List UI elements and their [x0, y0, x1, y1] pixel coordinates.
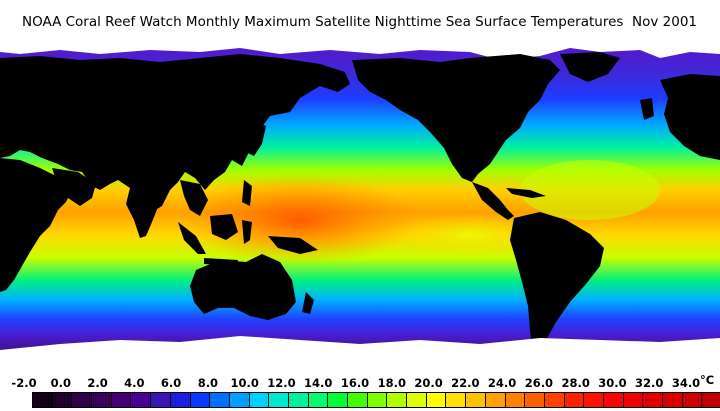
colorbar-tick-label: 22.0	[451, 376, 480, 390]
arabia-land	[52, 168, 96, 206]
colorbar-swatch	[269, 393, 289, 407]
borneo-land	[210, 214, 238, 240]
colorbar-swatch	[131, 393, 152, 407]
africa-land	[0, 158, 72, 292]
colorbar-swatch	[584, 393, 604, 407]
warm-pool	[180, 175, 420, 265]
colorbar-swatch	[367, 393, 388, 407]
colorbar-swatch	[92, 393, 112, 407]
colorbar-tick-label: 26.0	[524, 376, 554, 390]
colorbar-tick-label: 34.0	[671, 376, 701, 390]
britain-land	[640, 98, 654, 120]
colorbar-swatch	[151, 393, 171, 407]
colorbar-swatch	[702, 393, 720, 407]
indochina-land	[180, 180, 208, 216]
colorbar-tick-label: 30.0	[598, 376, 627, 390]
colorbar-swatch	[643, 393, 663, 407]
colorbar-swatch	[603, 393, 624, 407]
colorbar-swatch	[308, 393, 329, 407]
colorbar-tick-label: 10.0	[230, 376, 259, 390]
colorbar-swatch	[505, 393, 526, 407]
eurasia-land	[0, 54, 350, 212]
colorbar-swatch	[210, 393, 230, 407]
colorbar-swatch	[446, 393, 467, 407]
colorbar-swatch	[52, 393, 73, 407]
colorbar-swatch	[348, 393, 368, 407]
title-date: Nov 2001	[632, 14, 697, 30]
greenland-land	[560, 52, 620, 82]
colorbar-tick-label: 32.0	[635, 376, 664, 390]
cool-tongue	[390, 213, 550, 257]
arctic-ice	[0, 40, 720, 60]
europe-land	[660, 74, 720, 160]
caribbean-islands	[506, 188, 546, 198]
temperature-colorbar: -2.0 0.0 2.0 4.0 6.0 8.0 10.0 12.0 14.0 16.0 18.0 2…	[0, 370, 720, 411]
colorbar-tick-label: 16.0	[340, 376, 370, 390]
colorbar-swatch	[564, 393, 585, 407]
colorbar-swatch	[682, 393, 703, 407]
colorbar-swatch	[288, 393, 309, 407]
south-america-land	[510, 212, 604, 354]
colorbar-swatch	[663, 393, 683, 407]
colorbar-swatch	[249, 393, 270, 407]
colorbar-swatch	[229, 393, 250, 407]
colorbar-swatch	[407, 393, 427, 407]
philippines-land	[242, 180, 252, 206]
colorbar-swatch	[170, 393, 191, 407]
sulawesi-land	[242, 220, 252, 244]
colorbar-tick-label: 28.0	[561, 376, 590, 390]
new-zealand-land	[302, 292, 314, 314]
colorbar-tick-label: 18.0	[377, 376, 406, 390]
colorbar-swatch	[544, 393, 565, 407]
colorbar-tick-label: 24.0	[487, 376, 517, 390]
central-america-land	[472, 182, 514, 220]
india-land	[126, 188, 160, 238]
atlantic-warm-band	[520, 160, 660, 220]
colorbar-swatch	[426, 393, 447, 407]
colorbar-tick-label: 0.0	[50, 376, 71, 390]
figure-title: NOAA Coral Reef Watch Monthly Maximum Sa…	[0, 12, 720, 34]
colorbar-swatches	[32, 392, 720, 408]
colorbar-swatch	[387, 393, 408, 407]
japan-land	[246, 122, 266, 156]
colorbar-tick-label: 2.0	[87, 376, 108, 390]
sumatra-land	[178, 222, 206, 254]
sea-surface-temperature-map	[0, 40, 720, 365]
colorbar-tick-label: 6.0	[160, 376, 182, 390]
colorbar-swatch	[485, 393, 506, 407]
colorbar-swatch	[466, 393, 486, 407]
colorbar-swatch	[623, 393, 644, 407]
title-text: NOAA Coral Reef Watch Monthly Maximum Sa…	[22, 14, 624, 30]
antarctic-ice	[0, 336, 720, 365]
colorbar-tick-label: 14.0	[304, 376, 333, 390]
new-guinea-land	[268, 236, 318, 254]
colorbar-swatch	[33, 393, 53, 407]
colorbar-swatch	[328, 393, 348, 407]
colorbar-swatch	[72, 393, 93, 407]
colorbar-swatch	[525, 393, 545, 407]
colorbar-tick-label: 4.0	[124, 376, 145, 390]
colorbar-swatch	[190, 393, 211, 407]
colorbar-tick-label: 20.0	[414, 376, 443, 390]
colorbar-swatch	[111, 393, 132, 407]
colorbar-tick-label: 12.0	[267, 376, 296, 390]
north-america-land	[352, 54, 560, 182]
australia-land	[190, 254, 296, 320]
colorbar-tick-label: 8.0	[197, 376, 219, 390]
colorbar-unit: °C	[700, 373, 715, 387]
colorbar-tick-label: -2.0	[11, 376, 37, 390]
